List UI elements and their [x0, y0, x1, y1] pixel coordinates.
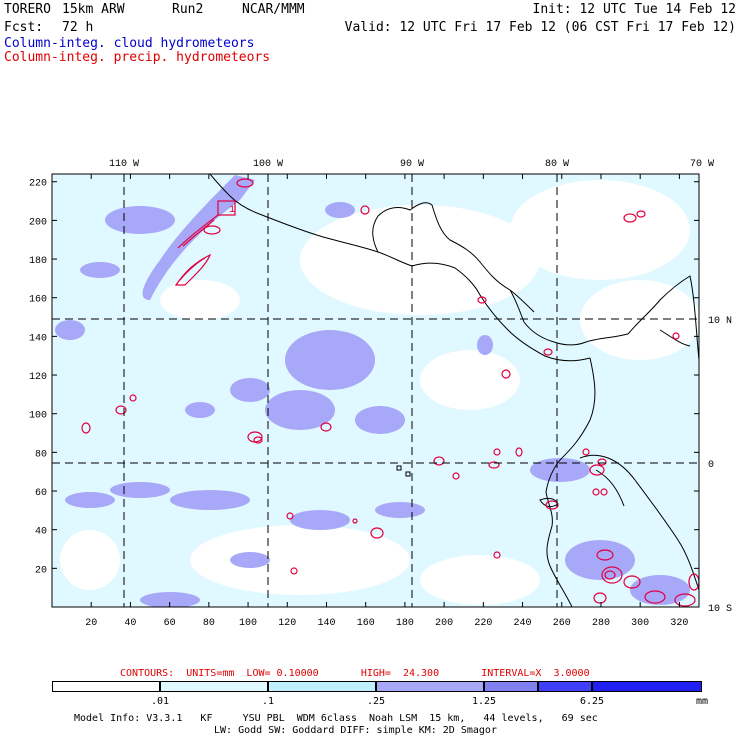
- y-tick-label: 140: [29, 333, 47, 344]
- x-tick-label: 40: [124, 618, 136, 629]
- station-marker: 1: [217, 200, 236, 216]
- lat-label-10s: 10 S: [708, 604, 732, 615]
- y-tick-label: 120: [29, 372, 47, 383]
- physics-info: LW: Godd SW: Goddard DIFF: simple KM: 2D…: [214, 725, 497, 736]
- lat-label-0: 0: [708, 460, 714, 471]
- forecast-hours: 72 h: [62, 20, 94, 35]
- x-tick-label: 180: [396, 618, 414, 629]
- colorbar-bin-5: [538, 681, 592, 692]
- map-frame: [51, 173, 700, 608]
- x-tick-label: 260: [553, 618, 571, 629]
- colorbar-bin-2: [268, 681, 376, 692]
- colorbar-bin-6: [592, 681, 702, 692]
- colorbar-bin-1: [160, 681, 268, 692]
- lon-label-100w: 100 W: [253, 159, 283, 170]
- clear-sky-areas: [60, 180, 699, 605]
- colorbar-label: .1: [261, 696, 275, 707]
- model-info: Model Info: V3.3.1 KF YSU PBL WDM 6class…: [74, 713, 598, 724]
- y-tick-label: 20: [35, 565, 47, 576]
- y-tick-label: 180: [29, 256, 47, 267]
- y-tick-label: 220: [29, 179, 47, 190]
- cloud-field-moderate: [55, 175, 690, 607]
- model-resolution: 15km ARW: [62, 2, 125, 17]
- contour-info: CONTOURS: UNITS=mm LOW= 0.10000 HIGH= 24…: [120, 668, 590, 679]
- lon-label-90w: 90 W: [400, 159, 424, 170]
- org-label: NCAR/MMM: [242, 2, 305, 17]
- x-tick-label: 100: [239, 618, 257, 629]
- y-tick-label: 160: [29, 295, 47, 306]
- legend-cloud-hydrometeors: Column-integ. cloud hydrometeors: [4, 36, 255, 51]
- x-tick-label: 240: [514, 618, 532, 629]
- x-tick-label: 280: [592, 618, 610, 629]
- x-tick-label: 320: [670, 618, 688, 629]
- graticule: [52, 174, 699, 607]
- x-tick-label: 60: [164, 618, 176, 629]
- colorbar-label: .25: [366, 696, 386, 707]
- lat-label-10n: 10 N: [708, 316, 732, 327]
- model-name: TORERO: [4, 2, 51, 17]
- y-tick-label: 60: [35, 488, 47, 499]
- x-tick-label: 120: [278, 618, 296, 629]
- run-label: Run2: [172, 2, 204, 17]
- y-tick-label: 100: [29, 411, 47, 422]
- valid-time: Valid: 12 UTC Fri 17 Feb 12 (06 CST Fri …: [344, 20, 736, 35]
- x-tick-label: 300: [631, 618, 649, 629]
- y-tick-label: 80: [35, 449, 47, 460]
- station-marker-label: 1: [229, 205, 235, 216]
- x-tick-label: 140: [317, 618, 335, 629]
- colorbar-bin-0: [52, 681, 160, 692]
- precip-contours: [81, 178, 699, 607]
- colorbar-label: .01: [150, 696, 170, 707]
- colorbar-label: 1.25: [471, 696, 497, 707]
- y-tick-label: 40: [35, 527, 47, 538]
- lon-label-80w: 80 W: [545, 159, 569, 170]
- legend-precip-hydrometeors: Column-integ. precip. hydrometeors: [4, 50, 271, 65]
- colorbar-label: 6.25: [579, 696, 605, 707]
- colorbar-bin-3: [376, 681, 484, 692]
- x-tick-label: 160: [357, 618, 375, 629]
- y-tick-label: 200: [29, 217, 47, 228]
- x-tick-label: 200: [435, 618, 453, 629]
- lon-label-110w: 110 W: [109, 159, 139, 170]
- colorbar-units: mm: [695, 696, 709, 707]
- x-tick-label: 80: [203, 618, 215, 629]
- x-tick-label: 220: [474, 618, 492, 629]
- init-time: Init: 12 UTC Tue 14 Feb 12: [532, 2, 737, 17]
- forecast-label: Fcst:: [4, 20, 44, 35]
- lon-label-70w: 70 W: [690, 159, 714, 170]
- colorbar-bin-4: [484, 681, 538, 692]
- x-tick-label: 20: [85, 618, 97, 629]
